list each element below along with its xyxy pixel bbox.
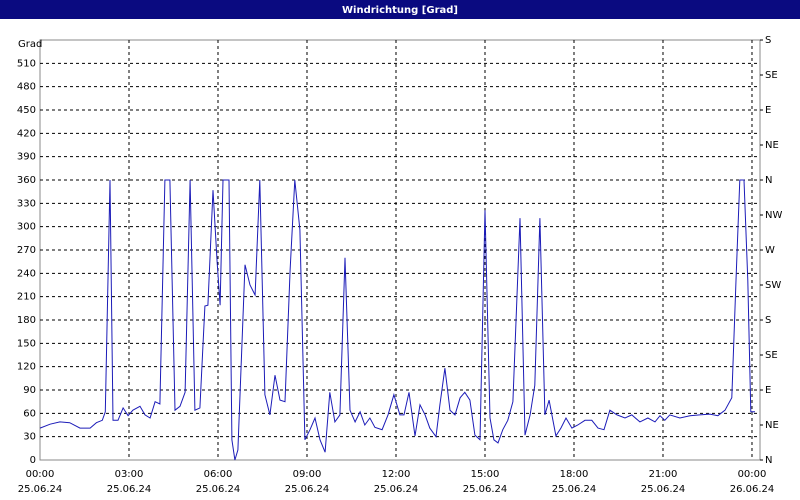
y-tick-label: 270 (17, 245, 36, 256)
chart-title: Windrichtung [Grad] (342, 5, 458, 16)
y-tick-label: 300 (17, 222, 36, 233)
x-tick-label: 21:00 (649, 469, 678, 480)
y2-tick-label: NE (765, 140, 779, 151)
x-tick-date: 25.06.24 (196, 484, 241, 495)
y2-tick-label: SE (765, 70, 778, 81)
y-tick-label: 180 (17, 315, 36, 326)
y2-tick-label: SW (765, 280, 781, 291)
y2-tick-label: E (765, 105, 771, 116)
y-tick-label: 0 (30, 455, 36, 466)
y-tick-label: 90 (23, 385, 36, 396)
y2-tick-label: SE (765, 350, 778, 361)
y-tick-label: 510 (17, 58, 36, 69)
x-tick-date: 25.06.24 (107, 484, 152, 495)
y2-tick-label: N (765, 455, 772, 466)
x-tick-label: 09:00 (293, 469, 322, 480)
y2-tick-label: S (765, 35, 771, 46)
y2-tick-label: E (765, 385, 771, 396)
x-tick-label: 18:00 (560, 469, 589, 480)
x-tick-date: 25.06.24 (641, 484, 686, 495)
y-tick-label: 210 (17, 292, 36, 303)
title-bar (0, 0, 800, 19)
y-tick-label: 360 (17, 175, 36, 186)
x-tick-label: 00:00 (26, 469, 55, 480)
y-tick-label: 120 (17, 362, 36, 373)
y-tick-label: 450 (17, 105, 36, 116)
y2-tick-label: N (765, 175, 772, 186)
y-tick-label: 60 (23, 408, 36, 419)
x-tick-label: 03:00 (115, 469, 144, 480)
y-tick-label: 420 (17, 128, 36, 139)
x-tick-label: 15:00 (471, 469, 500, 480)
x-tick-date: 26.06.24 (730, 484, 775, 495)
y-tick-label: 240 (17, 268, 36, 279)
y-tick-label: 390 (17, 152, 36, 163)
y-tick-label: 330 (17, 198, 36, 209)
x-tick-label: 06:00 (204, 469, 233, 480)
y-tick-label: 150 (17, 338, 36, 349)
y2-tick-label: NE (765, 420, 779, 431)
x-tick-date: 25.06.24 (463, 484, 508, 495)
y-axis-label: Grad (18, 39, 42, 50)
y-tick-label: 30 (23, 432, 36, 443)
x-tick-date: 25.06.24 (18, 484, 63, 495)
x-tick-date: 25.06.24 (374, 484, 419, 495)
x-tick-date: 25.06.24 (552, 484, 597, 495)
y2-tick-label: S (765, 315, 771, 326)
series-line (39, 179, 755, 461)
y2-tick-label: W (765, 245, 775, 256)
y2-tick-label: NW (765, 210, 782, 221)
x-tick-label: 12:00 (382, 469, 411, 480)
x-tick-label: 00:00 (738, 469, 767, 480)
x-tick-date: 25.06.24 (285, 484, 330, 495)
y-tick-label: 480 (17, 82, 36, 93)
